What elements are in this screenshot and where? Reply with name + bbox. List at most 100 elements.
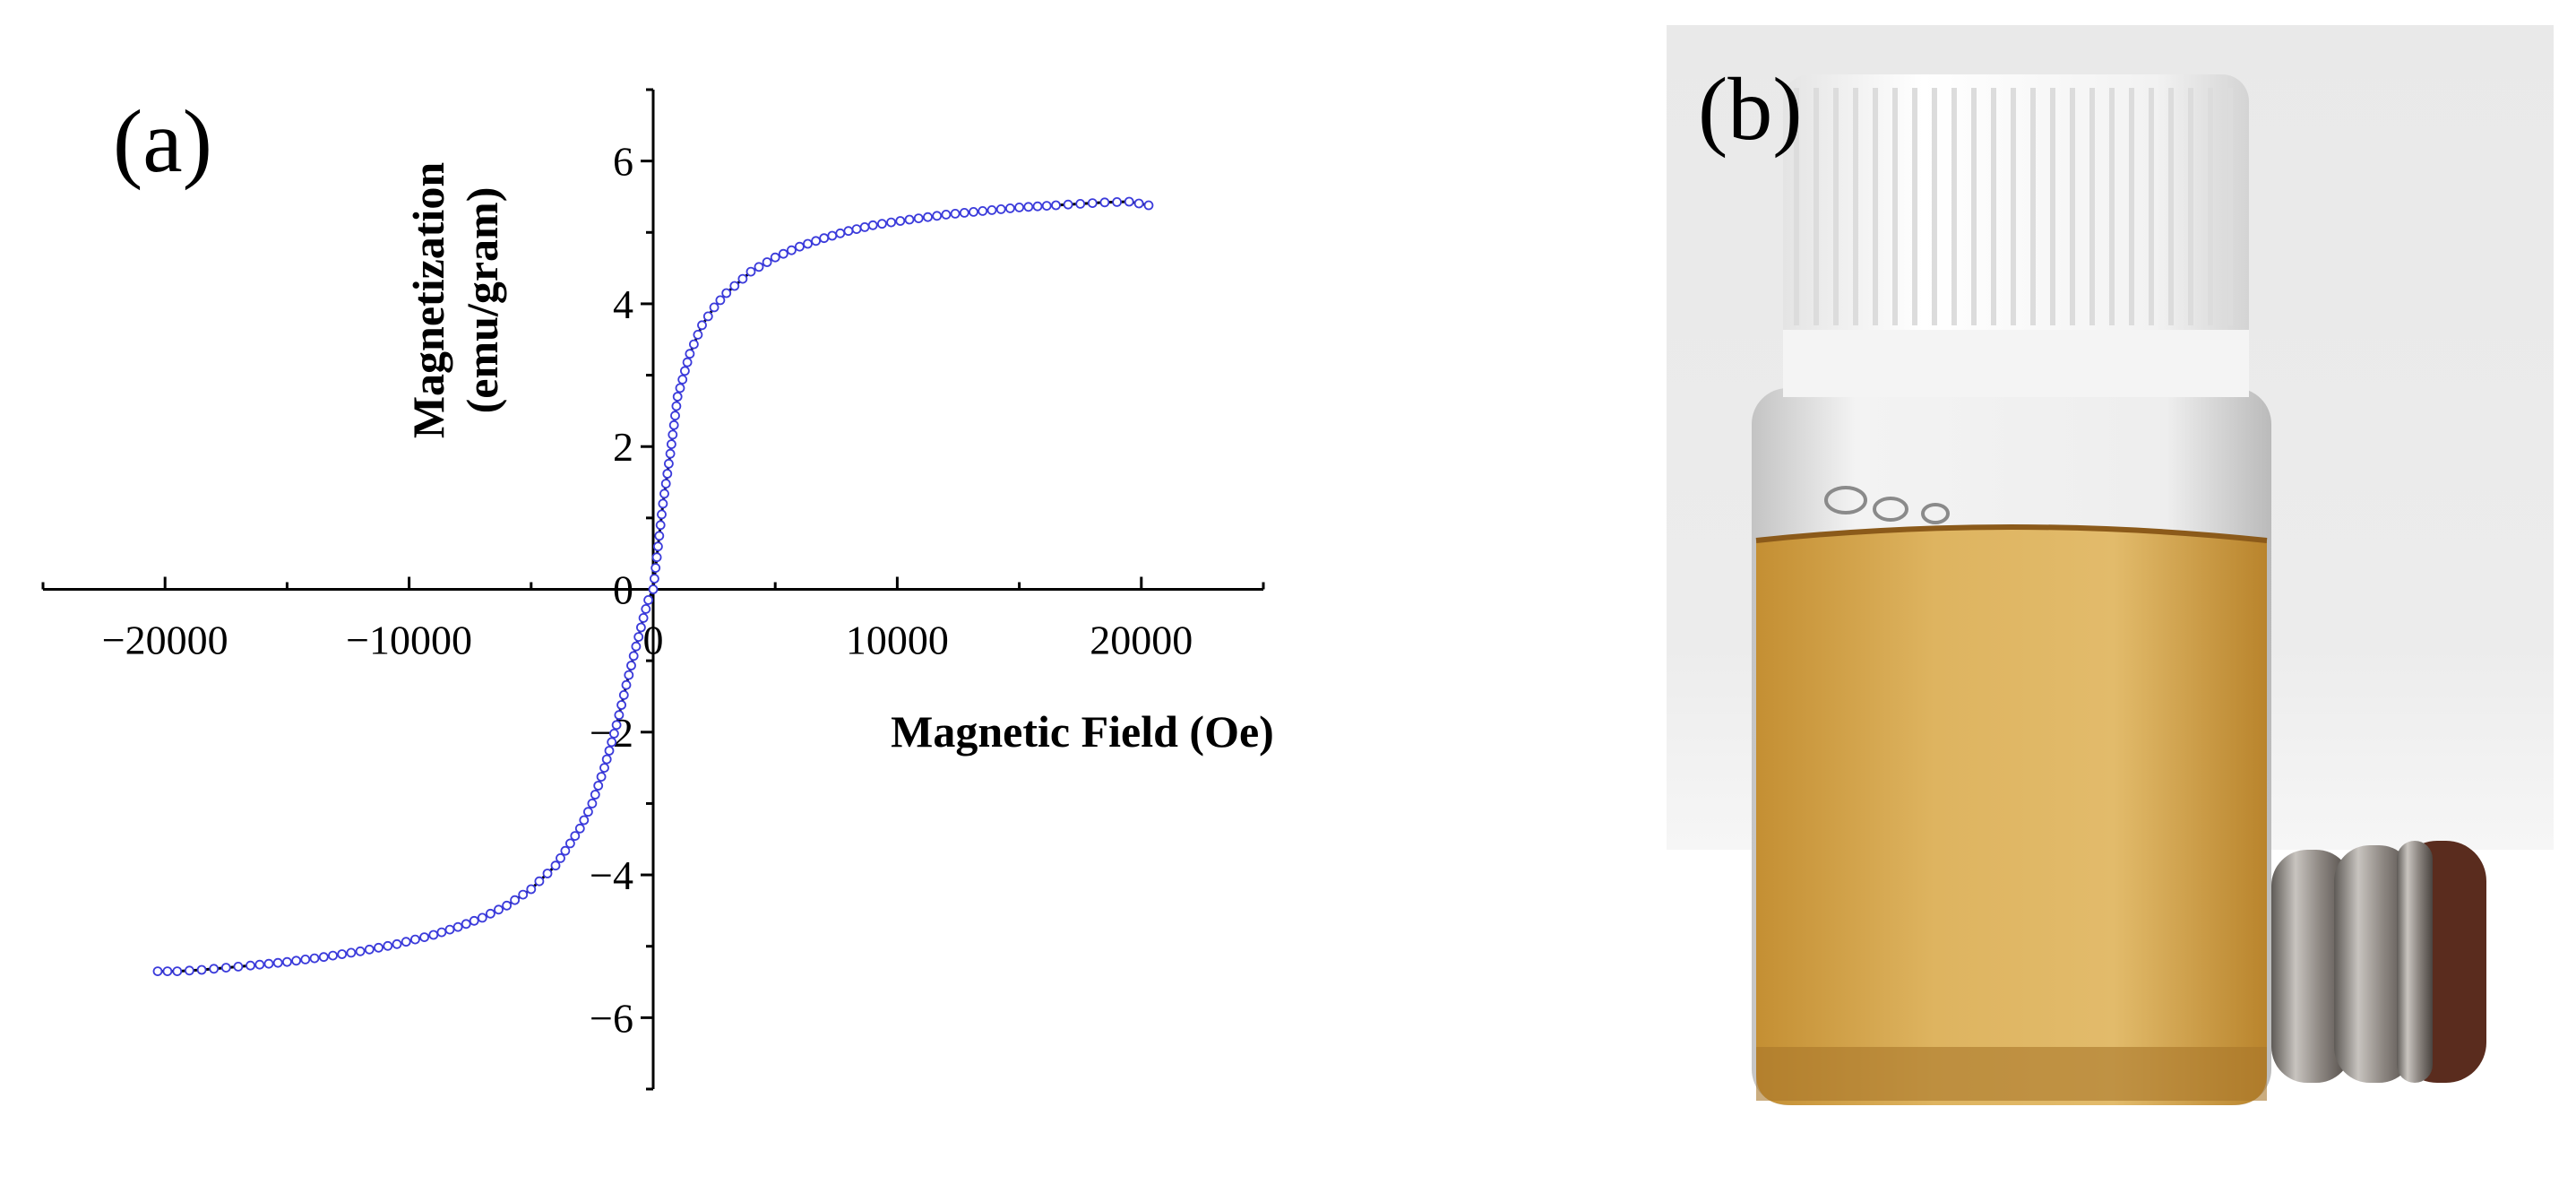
data-point xyxy=(618,690,629,700)
data-point xyxy=(675,383,685,393)
data-point xyxy=(469,915,479,926)
x-tick-label: −10000 xyxy=(346,618,472,663)
data-point xyxy=(346,947,357,958)
data-point xyxy=(383,940,393,951)
data-point xyxy=(152,966,163,976)
data-point xyxy=(1041,201,1052,212)
data-point xyxy=(827,230,838,241)
x-tick-label: 20000 xyxy=(1090,618,1193,663)
data-point xyxy=(693,329,703,340)
data-point xyxy=(959,207,969,218)
data-point xyxy=(601,754,612,765)
data-point xyxy=(795,241,805,252)
data-point xyxy=(570,831,581,841)
data-point xyxy=(254,959,265,970)
data-point xyxy=(648,584,659,594)
x-tick-label: −20000 xyxy=(102,618,228,663)
data-point xyxy=(560,845,571,856)
data-point xyxy=(659,489,669,499)
data-point xyxy=(607,737,617,748)
data-point xyxy=(419,932,430,942)
data-point xyxy=(650,563,661,573)
data-point xyxy=(715,295,726,306)
data-point xyxy=(526,884,537,895)
data-point xyxy=(721,288,732,298)
data-point xyxy=(737,273,748,284)
data-point xyxy=(624,670,634,680)
data-point xyxy=(770,252,780,263)
data-point xyxy=(599,763,609,773)
data-point xyxy=(1133,198,1144,209)
data-point xyxy=(709,302,719,313)
data-point xyxy=(941,209,952,220)
panel-label-a: (a) xyxy=(113,91,212,191)
bubble xyxy=(1921,503,1950,524)
vial-photo-illustration xyxy=(1667,25,2554,1181)
data-point xyxy=(542,869,553,878)
data-point xyxy=(616,700,626,710)
data-point xyxy=(209,964,220,974)
data-point xyxy=(428,930,439,940)
data-point xyxy=(636,622,646,633)
data-point xyxy=(246,960,255,971)
data-point xyxy=(510,895,520,905)
data-point xyxy=(337,949,348,959)
data-point xyxy=(518,889,529,900)
data-point xyxy=(851,224,862,235)
data-point xyxy=(233,962,244,972)
data-point xyxy=(651,552,662,563)
y-tick-label: 6 xyxy=(613,139,633,185)
data-point xyxy=(574,823,585,834)
data-point xyxy=(611,720,622,731)
data-point xyxy=(702,311,713,322)
data-point xyxy=(895,216,906,226)
y-tick-label: 0 xyxy=(613,567,633,613)
data-point xyxy=(494,904,504,915)
data-point xyxy=(811,236,821,246)
data-point xyxy=(196,964,207,975)
cap-band xyxy=(1783,330,2249,397)
data-point xyxy=(995,203,1006,214)
data-point xyxy=(436,927,447,938)
data-point xyxy=(534,876,545,886)
data-point xyxy=(653,541,663,552)
liquid-meniscus xyxy=(1755,524,2268,543)
data-point xyxy=(655,520,666,531)
data-point xyxy=(401,937,411,947)
data-point xyxy=(392,938,402,949)
bubble xyxy=(1873,497,1908,522)
data-point xyxy=(604,746,615,756)
x-tick-label: 0 xyxy=(643,618,664,663)
data-point xyxy=(680,366,690,376)
cap-ridges xyxy=(1794,88,2233,325)
data-point xyxy=(184,965,194,976)
y-tick-label: −4 xyxy=(590,852,633,898)
data-point xyxy=(671,401,682,411)
data-point xyxy=(364,944,375,955)
data-point xyxy=(1087,198,1098,209)
data-point xyxy=(667,439,676,450)
vial-liquid xyxy=(1756,527,2267,1105)
data-point xyxy=(583,807,593,817)
data-point xyxy=(835,228,846,238)
magnet-stack xyxy=(2271,841,2486,1083)
data-point xyxy=(668,419,679,430)
data-point xyxy=(986,204,997,215)
data-point xyxy=(355,946,366,956)
y-tick-label: 2 xyxy=(613,424,633,470)
data-point xyxy=(172,966,183,976)
data-point xyxy=(162,966,173,976)
data-point xyxy=(697,320,707,331)
data-point xyxy=(609,729,619,739)
data-point xyxy=(328,950,338,961)
data-point xyxy=(291,956,302,966)
data-point xyxy=(1112,196,1122,207)
data-point xyxy=(1023,202,1034,212)
data-point xyxy=(565,838,575,849)
data-point xyxy=(628,651,639,662)
data-point xyxy=(745,266,756,277)
data-point xyxy=(1051,200,1061,211)
data-point xyxy=(689,339,699,350)
data-point xyxy=(486,908,495,919)
